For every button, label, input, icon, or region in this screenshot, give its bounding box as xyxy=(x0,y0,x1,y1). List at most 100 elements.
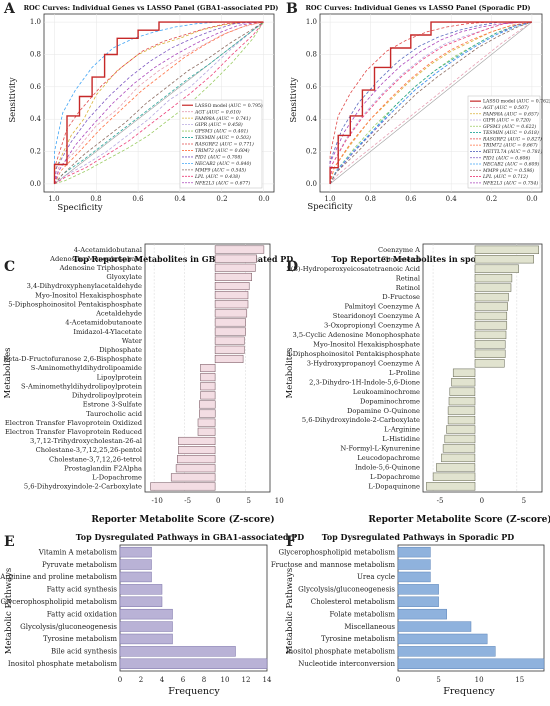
panel-a-series-line xyxy=(54,21,264,185)
panel-d-xticks: -5 0 5 xyxy=(437,497,526,505)
panel-b-xtick: 1.0 xyxy=(324,195,335,203)
panel-a: A ROC Curves: Individual Genes vs LASSO … xyxy=(3,1,278,213)
panel-f: F Top Dysregulated Pathways in Sporadic … xyxy=(271,532,545,697)
panel-a-series-line xyxy=(54,21,264,185)
panel-a-legend-label: GIPR (AUC = 0.458) xyxy=(195,121,243,128)
panel-a-legend-label: LASSO model (AUC = 0.795) xyxy=(195,102,263,109)
panel-a-ytick: 0.8 xyxy=(30,50,41,58)
panel-a-series-line xyxy=(54,21,264,185)
panel-c-bar xyxy=(200,373,216,382)
panel-d-category-label: Retinal xyxy=(396,274,420,282)
panel-f-category-label: Inositol phosphate metabolism xyxy=(286,648,395,656)
panel-a-legend-label: RASGRF2 (AUC = 0.771) xyxy=(194,141,254,148)
panel-c-bar xyxy=(199,400,216,409)
panel-c-category-label: 3,7,12-Trihydroxycholestan-26-al xyxy=(30,437,142,445)
panel-a-xtick: 0.0 xyxy=(258,195,269,203)
panel-f-category-label: Miscellaneous xyxy=(344,623,395,631)
panel-d-category-label: L-Dopaquinone xyxy=(368,483,420,491)
panel-f-category-label: Glycerophospholipid metabolism xyxy=(279,548,396,556)
panel-d-bar xyxy=(448,396,476,406)
panel-c-category-label: 5,6-Dihydroxyindole-2-Carboxylate xyxy=(24,483,142,491)
panel-c-bar xyxy=(200,391,216,400)
panel-c-bar xyxy=(178,436,216,445)
panel-e-xtick: 2 xyxy=(139,676,143,684)
panel-b-diagonal xyxy=(329,21,533,185)
panel-b-ylabel: Sensitivity xyxy=(289,77,299,122)
panel-d-category-label: 3,5-Cyclic Adenosine Monophosphate xyxy=(292,331,420,339)
panel-a-series-line xyxy=(54,21,264,185)
panel-e-category-label: Vitamin A metabolism xyxy=(38,548,118,556)
panel-c-bar xyxy=(197,427,216,436)
panel-f-bar xyxy=(397,646,496,657)
panel-f-plot xyxy=(397,546,545,669)
panel-d-category-label: 2,3-Dihydro-1H-Indole-5,6-Dione xyxy=(309,378,420,386)
panel-c-bar xyxy=(170,473,216,482)
panel-d-category-label: D-Fructose xyxy=(382,293,420,301)
panel-b-legend-label: TRIM72 (AUC = 0.667) xyxy=(483,142,538,149)
panel-c-category-label: L-Dopachrome xyxy=(92,474,142,482)
panel-e-category-label: Inositol phosphate metabolism xyxy=(8,660,117,668)
panel-f-bar xyxy=(397,546,431,558)
panel-b-series-line xyxy=(329,21,533,185)
panel-b-legend-label: MMP9 (AUC = 0.596) xyxy=(482,167,534,174)
panel-e-xtick: 12 xyxy=(242,676,251,684)
panel-d-bar xyxy=(446,425,476,434)
panel-e-plot xyxy=(119,546,268,669)
panel-e-title: Top Dysregulated Pathways in GBA1-associ… xyxy=(76,532,305,542)
panel-c-category-label: Imidazol-4-Ylacetate xyxy=(73,328,142,336)
panel-c-bar xyxy=(214,327,246,336)
panel-d-bar xyxy=(474,283,512,292)
panel-c-bar xyxy=(214,354,244,363)
panel-c-title: Top Reporter Metabolites in GBA1-associa… xyxy=(73,254,293,264)
panel-f-xtick: 0 xyxy=(396,676,400,684)
panel-c-category-label: Electron Transfer Flavoprotein Oxidized xyxy=(5,419,143,427)
panel-c-bar xyxy=(214,309,248,318)
panel-e-category-label: Bile acid synthesis xyxy=(51,648,117,656)
panel-a-series-line xyxy=(54,21,264,185)
panel-c-category-label: Cholestane-3,7,12,25,26-pentol xyxy=(36,446,142,454)
panel-b-xticks: 1.0 0.8 0.6 0.4 0.2 0.0 xyxy=(324,195,537,203)
panel-b-xlabel: Specificity xyxy=(307,202,352,212)
panel-b-xtick: 0.6 xyxy=(405,195,417,203)
panel-d-bar xyxy=(474,264,519,273)
panel-a-series-line xyxy=(53,21,264,184)
panel-f-categories: Glycerophospholipid metabolism Fructose a… xyxy=(271,548,396,668)
panel-b-ytick: 0.0 xyxy=(306,180,317,188)
panel-d-bar xyxy=(474,321,508,330)
panel-c-xtick: 10 xyxy=(275,497,284,505)
panel-d-category-label: Leukoaminochrome xyxy=(353,388,420,396)
panel-e-bar xyxy=(119,658,268,669)
panel-c-bar xyxy=(214,245,265,254)
panel-c-category-label: 4-Acetamidobutanal xyxy=(74,246,142,254)
panel-c-category-label: Adenosine Triphosphate xyxy=(59,264,142,272)
panel-c-category-label: Acetaldehyde xyxy=(95,310,142,318)
panel-c-category-label: Water xyxy=(122,337,143,345)
panel-b-legend-label: AGT (AUC = 0.507) xyxy=(482,104,529,111)
panel-d-bar xyxy=(474,349,506,358)
panel-c-bar xyxy=(177,455,216,464)
panel-b-series-line xyxy=(329,21,532,184)
panel-f-bar xyxy=(397,621,472,632)
panel-a-legend-label: TRIM72 (AUC = 0.604) xyxy=(195,147,250,154)
panel-f-bar xyxy=(397,584,439,595)
panel-e-frame xyxy=(119,544,268,672)
panel-c-category-label: Electron Transfer Flavoprotein Reduced xyxy=(5,428,143,436)
panel-d-bar xyxy=(444,434,476,444)
panel-d-letter: D xyxy=(286,259,298,275)
panel-a-legend-label: TESMIN (AUC = 0.503) xyxy=(195,134,251,141)
panel-e-bar xyxy=(119,584,163,595)
panel-d-bar xyxy=(474,245,539,254)
panel-c-category-label: Cholestane-3,7,12,26-tetrol xyxy=(49,455,142,463)
panel-a-legend-box xyxy=(179,99,263,189)
panel-a-plot: LASSO model (AUC = 0.795)AGT (AUC = 0.61… xyxy=(44,14,274,192)
panel-d-bar xyxy=(474,359,505,368)
panel-d-category-label: Dopamine O-Quinone xyxy=(347,407,420,415)
panel-c-frame xyxy=(144,243,271,493)
panel-a-xtick: 0.4 xyxy=(174,195,186,203)
panel-c-category-label: Taurocholic acid xyxy=(86,410,143,418)
panel-b-series-line xyxy=(329,21,533,185)
panel-a-frame xyxy=(43,13,275,193)
panel-d: D Top Reporter Metabolites in sporadic P… xyxy=(285,243,550,525)
